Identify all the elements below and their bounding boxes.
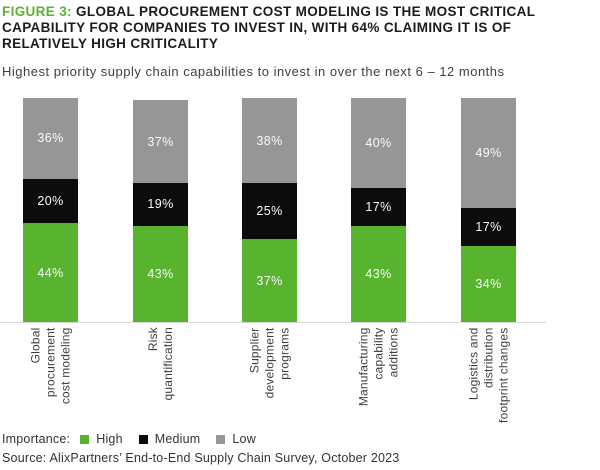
legend-swatch-icon bbox=[80, 434, 90, 444]
category-label: Manufacturing capability additions bbox=[356, 327, 400, 406]
segment-value-label: 36% bbox=[37, 131, 64, 146]
legend-item-medium: Medium bbox=[138, 432, 201, 446]
segment-value-label: 37% bbox=[147, 134, 174, 149]
title-line-2: CAPABILITY FOR COMPANIES TO INVEST IN, W… bbox=[2, 20, 512, 35]
segment-value-label: 25% bbox=[256, 204, 283, 219]
legend-label: High bbox=[96, 432, 123, 446]
bar-segment-high: 34% bbox=[461, 245, 516, 322]
segment-value-label: 17% bbox=[365, 199, 392, 214]
segment-value-label: 34% bbox=[475, 276, 502, 291]
title-line-1: FIGURE 3: GLOBAL PROCUREMENT COST MODELI… bbox=[2, 4, 598, 20]
bar-segment-high: 43% bbox=[133, 225, 188, 322]
segment-value-label: 38% bbox=[256, 133, 283, 148]
bar-column: 37% 19% 43% bbox=[133, 100, 188, 322]
source-note: Source: AlixPartners’ End-to-End Supply … bbox=[2, 451, 400, 465]
bar-segment-high: 37% bbox=[242, 239, 297, 322]
chart-legend: Importance: High Medium Low bbox=[2, 432, 272, 446]
bar-column: 40% 17% 43% bbox=[351, 98, 406, 322]
bar-segment-low: 37% bbox=[133, 100, 188, 184]
bar-column: 36% 20% 44% bbox=[23, 98, 78, 322]
segment-value-label: 40% bbox=[365, 135, 392, 150]
legend-item-low: Low bbox=[216, 432, 256, 446]
segment-value-label: 19% bbox=[147, 197, 174, 212]
figure-title: FIGURE 3: GLOBAL PROCUREMENT COST MODELI… bbox=[2, 4, 598, 52]
legend-swatch-icon bbox=[216, 434, 226, 444]
category-label: Supplier development programs bbox=[247, 327, 291, 398]
legend-label: Medium bbox=[154, 432, 201, 446]
segment-value-label: 43% bbox=[365, 266, 392, 281]
legend-swatch-icon bbox=[138, 434, 148, 444]
bar-column: 38% 25% 37% bbox=[242, 98, 297, 322]
category-label: Logistics and distribution footprint chang… bbox=[466, 327, 510, 423]
bar-segment-low: 40% bbox=[351, 98, 406, 188]
legend-label: Low bbox=[232, 432, 256, 446]
chart-subtitle: Highest priority supply chain capabiliti… bbox=[2, 64, 505, 79]
x-axis-line bbox=[0, 322, 546, 323]
segment-value-label: 20% bbox=[37, 194, 64, 208]
bar-segment-low: 49% bbox=[461, 97, 516, 208]
category-label: Global procurement cost modeling bbox=[28, 327, 72, 404]
figure-number-label: FIGURE 3: bbox=[2, 4, 72, 19]
legend-item-high: High bbox=[80, 432, 123, 446]
legend-items: High Medium Low bbox=[80, 432, 272, 446]
bar-segment-medium: 20% bbox=[23, 178, 78, 224]
bar-segment-high: 43% bbox=[351, 225, 406, 322]
category-label: Risk quantification bbox=[145, 327, 175, 401]
bar-segment-low: 36% bbox=[23, 98, 78, 179]
bar-segment-medium: 17% bbox=[461, 207, 516, 246]
segment-value-label: 43% bbox=[147, 266, 174, 281]
segment-value-label: 49% bbox=[475, 145, 502, 160]
segment-value-label: 37% bbox=[256, 273, 283, 288]
bar-column: 49% 17% 34% bbox=[461, 97, 516, 322]
segment-value-label: 44% bbox=[37, 265, 64, 280]
title-line-3: RELATIVELY HIGH CRITICALITY bbox=[2, 36, 219, 51]
bar-segment-medium: 17% bbox=[351, 187, 406, 226]
bar-segment-high: 44% bbox=[23, 223, 78, 322]
bar-segment-medium: 19% bbox=[133, 183, 188, 226]
bar-segment-medium: 25% bbox=[242, 183, 297, 240]
title-line-1-text: GLOBAL PROCUREMENT COST MODELING IS THE … bbox=[76, 4, 536, 19]
bar-segment-low: 38% bbox=[242, 98, 297, 184]
segment-value-label: 17% bbox=[475, 219, 502, 234]
legend-title: Importance: bbox=[2, 432, 71, 446]
